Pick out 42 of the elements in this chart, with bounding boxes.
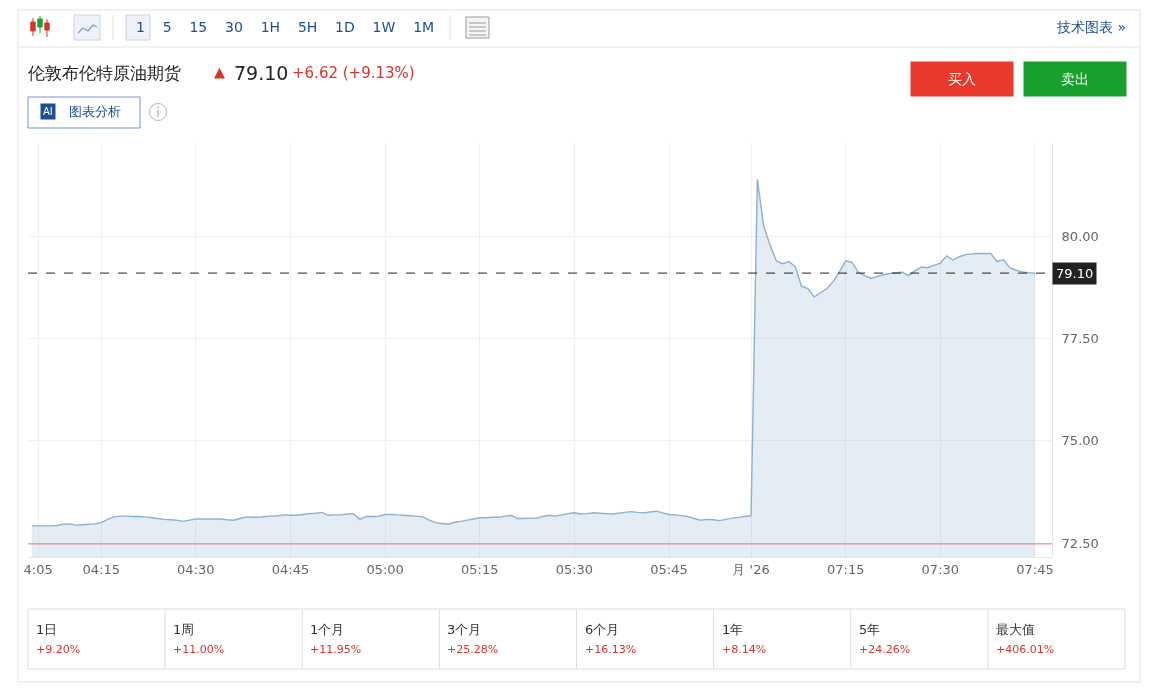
ref-line-label: 79.10 [1056, 266, 1094, 281]
text: 技术图表 » [1056, 19, 1127, 35]
text: 买入 [948, 71, 976, 87]
text: +24.26% [859, 643, 911, 656]
text: 1周 [173, 622, 195, 637]
x-tick-label: 05:45 [650, 561, 688, 577]
text: +6.62 (+9.13%) [292, 64, 415, 82]
text: +16.13% [585, 643, 637, 656]
x-tick-label: 04:45 [271, 561, 310, 577]
x-tick-label: 04:15 [82, 561, 120, 577]
text: 卖出 [1061, 71, 1089, 87]
y-tick-label: 80.00 [1061, 228, 1099, 244]
text: 1个月 [310, 622, 345, 637]
chart-title: 伦敦布伦特原油期货 [28, 62, 181, 83]
text: 79.10 [234, 62, 289, 84]
text: +25.28% [447, 643, 499, 656]
x-tick-label: 07:30 [921, 561, 960, 577]
text: +9.20% [36, 643, 81, 656]
text: 5年 [859, 622, 881, 637]
x-tick-label: 05:15 [461, 561, 499, 577]
x-tick-label: 07:45 [1016, 561, 1054, 577]
x-tick-label: 04:30 [177, 561, 215, 577]
text: 图表分析 [69, 104, 121, 119]
text: 3个月 [447, 622, 482, 637]
text: +8.14% [722, 643, 767, 656]
x-tick-label: 月 '26 [732, 561, 770, 577]
x-tick-label: 05:00 [366, 561, 404, 577]
text: 1日 [36, 622, 58, 637]
text: +406.01% [996, 643, 1055, 656]
x-tick-label: 07:15 [826, 561, 865, 577]
text: +11.95% [310, 643, 362, 656]
text: 最大值 [996, 622, 1035, 637]
text: 1 5 15 30 1H 5H 1D 1W 1M [136, 19, 435, 35]
y-tick-label: 72.50 [1061, 535, 1099, 551]
y-tick-label: 77.50 [1061, 331, 1099, 347]
text: 1年 [722, 622, 744, 637]
x-tick-label: 05:30 [555, 561, 594, 577]
text: AI [43, 106, 53, 117]
text: +11.00% [173, 643, 225, 656]
text: 6个月 [585, 622, 620, 637]
x-tick-label: 4:05 [23, 561, 53, 577]
y-tick-label: 75.00 [1061, 433, 1099, 449]
